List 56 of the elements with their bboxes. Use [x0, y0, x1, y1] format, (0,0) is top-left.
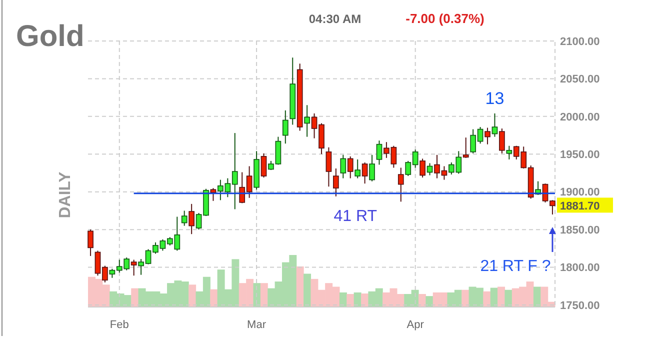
- y-tick-label: 1850.00: [560, 224, 600, 236]
- candlestick: [88, 229, 94, 256]
- y-tick-label: 2000.00: [560, 111, 600, 124]
- bar: [260, 283, 268, 307]
- bar: [304, 274, 312, 307]
- candlestick: [426, 162, 433, 176]
- candlestick: [506, 145, 512, 160]
- bar: [296, 266, 304, 307]
- candlestick: [340, 154, 346, 179]
- y-tick-label: 2050.00: [560, 74, 600, 86]
- candlestick: [282, 110, 288, 144]
- x-tick-label: Apr: [406, 319, 424, 331]
- candlestick: [420, 158, 426, 178]
- candlestick: [304, 104, 310, 138]
- y-tick-label: 2100.00: [560, 36, 600, 48]
- bar: [533, 286, 541, 307]
- candlestick: [492, 112, 498, 138]
- annotation: 13: [485, 89, 504, 108]
- candlestick: [362, 162, 368, 184]
- bar: [210, 289, 218, 307]
- bar: [253, 283, 261, 307]
- candlestick: [181, 210, 188, 226]
- bar: [498, 286, 506, 307]
- candlestick: [462, 137, 469, 158]
- text: DAILY: [57, 171, 74, 218]
- bar: [504, 290, 512, 307]
- x-tick-label: Mar: [247, 319, 266, 331]
- candlestick: [333, 168, 339, 197]
- candlestick: [398, 167, 404, 202]
- bar: [426, 296, 434, 307]
- y-tick-label: 1950.00: [560, 148, 600, 161]
- bar: [462, 290, 470, 307]
- candlestick: [499, 128, 505, 154]
- bar: [483, 291, 491, 307]
- candlestick: [130, 259, 137, 276]
- y-tick-label: 1900.00: [560, 186, 600, 199]
- chart-title: Gold: [16, 20, 84, 53]
- candlestick: [376, 140, 382, 166]
- candlestick: [326, 146, 332, 188]
- bar: [131, 288, 139, 307]
- annotation: 21 RT F ?: [480, 258, 551, 275]
- annotation: 41 RT: [334, 208, 378, 225]
- candlestick: [484, 127, 490, 145]
- y-tick-label: 1800.00: [560, 262, 600, 274]
- text: -7.00 (0.37%): [406, 11, 484, 26]
- candlestick: [260, 152, 267, 178]
- bar: [188, 284, 196, 307]
- y-tick-label: 1750.00: [560, 300, 600, 312]
- bar: [346, 294, 354, 307]
- candlestick: [354, 158, 361, 179]
- chart-subtitle: 04:30 AM: [308, 12, 362, 26]
- candlestick: [347, 156, 354, 179]
- text: 1881.70: [560, 200, 600, 213]
- candlestick: [188, 203, 195, 235]
- x-tick-label: Feb: [110, 319, 129, 331]
- candlestick: [369, 154, 375, 182]
